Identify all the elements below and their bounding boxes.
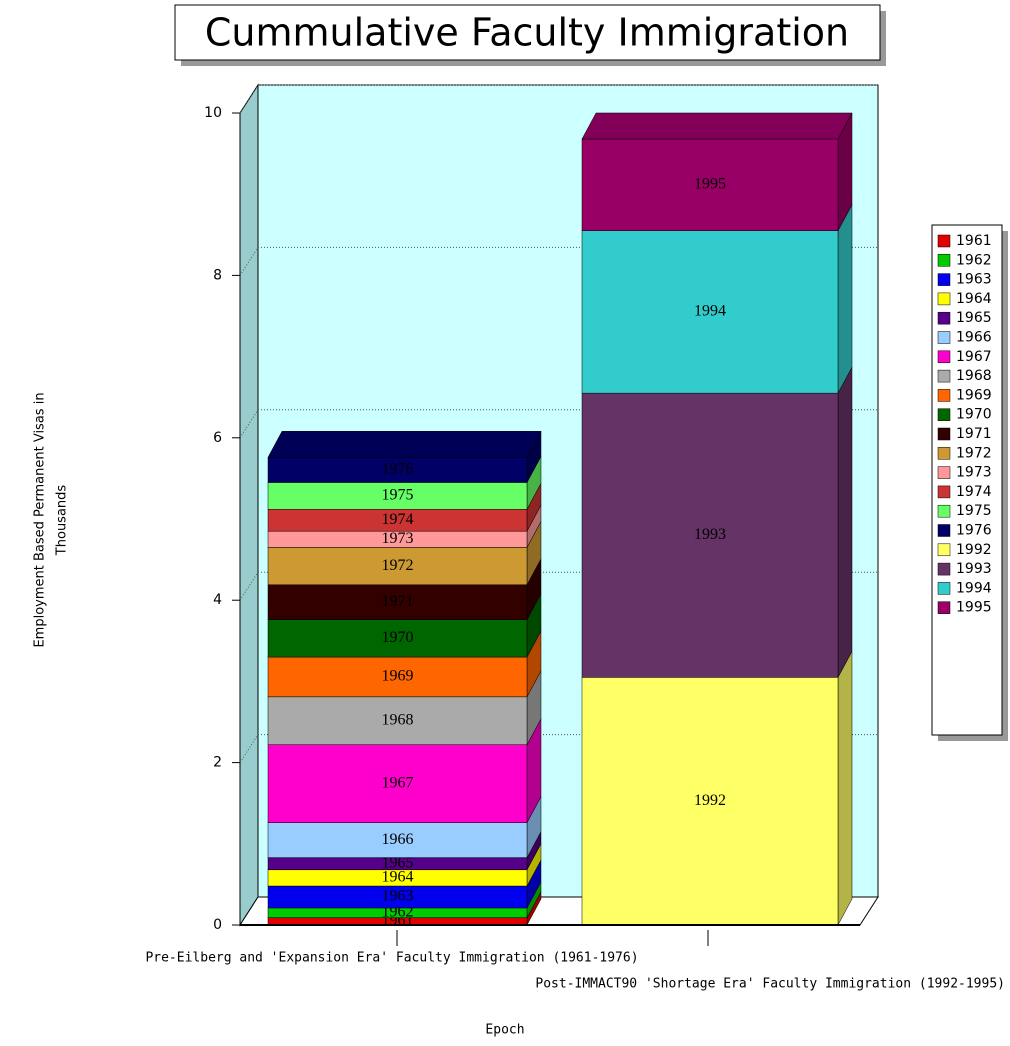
- legend-swatch: [937, 292, 951, 306]
- segment-label: 1968: [382, 711, 414, 728]
- legend-swatch: [937, 311, 951, 325]
- bar-segment: [267, 696, 528, 745]
- y-tick-label: 2: [213, 755, 222, 771]
- segment-label: 1971: [382, 593, 414, 610]
- legend-swatch: [937, 427, 951, 441]
- legend-swatch: [937, 369, 951, 383]
- legend-label: 1993: [956, 561, 992, 577]
- segment-label: 1975: [382, 487, 414, 504]
- bar-segment: [267, 457, 528, 483]
- y-axis-title-line: Thousands: [55, 485, 70, 557]
- legend-label: 1975: [956, 503, 992, 519]
- legend-label: 1963: [956, 272, 992, 288]
- bar-segment: [581, 230, 839, 394]
- legend-swatch: [937, 389, 951, 402]
- x-tick-label: Pre-Eilberg and 'Expansion Era' Faculty …: [145, 951, 638, 966]
- segment-label: 1974: [382, 511, 414, 528]
- legend-swatch: [937, 543, 951, 557]
- y-axis-title: Employment Based Permanent Visas in Thou…: [33, 392, 70, 647]
- y-tick-label: 4: [213, 592, 222, 608]
- legend-label: 1962: [956, 252, 992, 268]
- segment-label: 1964: [382, 869, 414, 886]
- bar-side: [837, 204, 853, 394]
- segment-label: 1970: [382, 629, 414, 646]
- legend-label: 1970: [956, 407, 992, 423]
- x-axis-title: Epoch: [485, 1023, 524, 1038]
- legend-swatch: [937, 582, 951, 595]
- bar-side: [837, 367, 853, 678]
- grid-line: [239, 84, 259, 114]
- segment-label: 1965: [382, 854, 414, 871]
- segment-label: 1992: [694, 792, 726, 809]
- legend-label: 1969: [956, 387, 992, 403]
- y-tick-label: 0: [213, 917, 222, 933]
- bar-segment: [581, 392, 839, 678]
- y-tick-label: 10: [204, 105, 222, 121]
- legend-swatch: [937, 447, 951, 460]
- legend-swatch: [937, 234, 951, 248]
- legend-swatch: [937, 408, 951, 421]
- legend-label: 1994: [956, 580, 992, 596]
- title-box: [174, 4, 881, 61]
- segment-label: 1993: [694, 526, 726, 543]
- segment-label: 1973: [382, 530, 414, 547]
- legend-swatch: [937, 524, 951, 537]
- segment-label: 1969: [382, 668, 414, 685]
- grid-line: [239, 409, 259, 439]
- side-wall: [239, 83, 259, 927]
- legend-swatch: [937, 466, 951, 479]
- grid-line: [239, 571, 259, 601]
- legend-label: 1974: [956, 484, 992, 500]
- legend-label: 1964: [956, 291, 992, 307]
- grid-line: [239, 734, 259, 763]
- legend-swatch: [937, 331, 951, 344]
- legend-swatch: [937, 350, 951, 364]
- legend-label: 1965: [956, 310, 992, 326]
- bar-top: [267, 431, 542, 458]
- legend-label: 1992: [956, 542, 992, 558]
- legend-label: 1966: [956, 330, 992, 346]
- y-axis-title-line: Employment Based Permanent Visas in: [33, 392, 48, 647]
- bar-top: [581, 112, 853, 140]
- legend-swatch: [937, 485, 951, 499]
- bar-segment: [267, 744, 528, 823]
- legend-label: 1995: [956, 600, 992, 616]
- y-tick-label: 6: [213, 430, 222, 446]
- legend-label: 1971: [956, 426, 992, 442]
- legend: [931, 224, 1003, 736]
- legend-label: 1976: [956, 523, 992, 539]
- legend-label: 1968: [956, 368, 992, 384]
- legend-swatch: [937, 273, 951, 286]
- bar-segment: [267, 656, 528, 698]
- legend-label: 1972: [956, 445, 992, 461]
- segment-label: 1967: [382, 774, 414, 791]
- bar-segment: [267, 482, 528, 510]
- x-tick-label: Post-IMMACT90 'Shortage Era' Faculty Imm…: [535, 977, 1005, 992]
- bar-segment: [581, 677, 839, 926]
- bar-segment: [581, 138, 839, 231]
- legend-label: 1961: [956, 233, 992, 249]
- y-tick-label: 8: [213, 267, 222, 283]
- legend-swatch: [937, 562, 951, 576]
- segment-label: 1995: [694, 176, 726, 193]
- legend-swatch: [937, 254, 951, 267]
- legend-label: 1973: [956, 465, 992, 481]
- legend-label: 1967: [956, 349, 992, 365]
- legend-swatch: [937, 601, 951, 614]
- segment-label: 1963: [382, 888, 414, 905]
- bar-side: [837, 651, 853, 926]
- bar-segment: [267, 547, 528, 586]
- segment-label: 1966: [382, 831, 414, 848]
- bar-segment: [267, 619, 528, 658]
- segment-label: 1976: [382, 461, 414, 478]
- bar-segment: [267, 584, 528, 620]
- grid-line: [239, 247, 259, 276]
- segment-label: 1972: [382, 557, 414, 574]
- legend-swatch: [937, 504, 951, 518]
- chart-title: Cummulative Faculty Immigration: [205, 11, 849, 55]
- segment-label: 1994: [694, 303, 726, 320]
- bar-segment: [267, 822, 528, 858]
